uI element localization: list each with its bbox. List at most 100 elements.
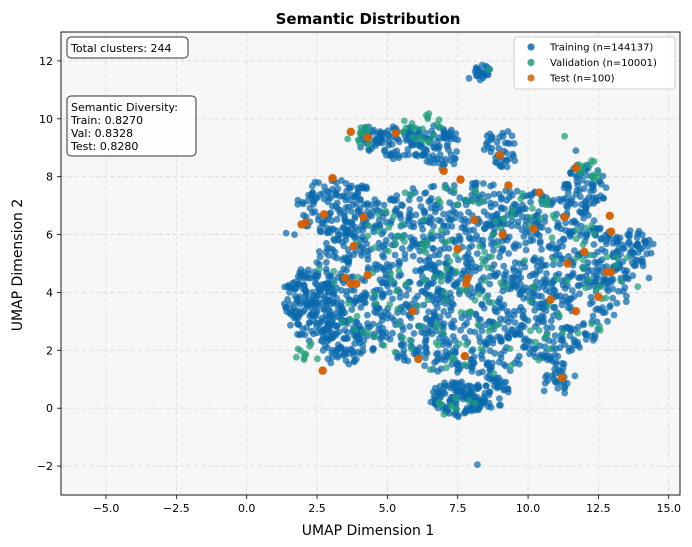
scatter-point <box>506 345 514 352</box>
scatter-point <box>367 201 375 209</box>
y-tick-label: −2 <box>37 460 53 473</box>
scatter-point <box>419 247 427 254</box>
scatter-point <box>564 182 572 189</box>
scatter-point <box>388 277 396 284</box>
scatter-point <box>546 345 554 353</box>
scatter-point <box>516 360 523 368</box>
scatter-point <box>369 345 377 353</box>
scatter-point <box>603 285 611 292</box>
scatter-point <box>469 235 477 243</box>
scatter-point <box>354 190 362 198</box>
scatter-point <box>561 383 569 391</box>
scatter-point <box>613 299 621 307</box>
scatter-point <box>295 314 302 322</box>
scatter-point <box>466 227 474 234</box>
scatter-point <box>544 227 552 234</box>
scatter-point <box>324 198 332 206</box>
scatter-point <box>424 325 432 332</box>
chart-title: Semantic Distribution <box>276 10 461 28</box>
scatter-point <box>401 250 409 258</box>
scatter-point <box>476 290 483 298</box>
scatter-point <box>524 287 531 295</box>
scatter-point <box>452 268 460 275</box>
semantic-diversity-line: Val: 0.8328 <box>71 127 133 140</box>
scatter-point <box>440 288 448 296</box>
scatter-point <box>363 133 372 142</box>
scatter-point <box>485 66 493 73</box>
scatter-point <box>482 294 490 302</box>
scatter-point <box>371 333 379 340</box>
scatter-point <box>510 140 518 147</box>
scatter-point <box>481 338 489 346</box>
scatter-point <box>419 125 426 133</box>
scatter-point <box>454 201 461 209</box>
scatter-point <box>609 276 617 283</box>
scatter-point <box>515 285 522 293</box>
scatter-point <box>446 216 454 224</box>
scatter-point <box>396 210 404 218</box>
scatter-point <box>313 259 321 266</box>
scatter-point <box>386 152 394 159</box>
scatter-point <box>378 293 386 301</box>
scatter-point <box>406 206 414 214</box>
scatter-point <box>364 232 372 240</box>
scatter-point <box>480 180 487 187</box>
scatter-point <box>328 225 336 233</box>
scatter-point <box>572 191 580 198</box>
data-points <box>280 61 657 468</box>
scatter-point <box>433 120 441 128</box>
scatter-point <box>587 251 595 259</box>
scatter-point <box>420 216 427 224</box>
scatter-point <box>318 366 327 375</box>
scatter-point <box>601 248 609 256</box>
scatter-point <box>289 308 296 316</box>
scatter-point <box>634 241 641 248</box>
scatter-point <box>603 240 610 248</box>
scatter-point <box>401 151 408 159</box>
scatter-point <box>488 144 496 152</box>
scatter-point <box>495 150 505 160</box>
scatter-point <box>572 235 580 243</box>
x-tick-label: 10.0 <box>516 502 541 515</box>
scatter-point <box>406 323 414 330</box>
scatter-point <box>580 185 588 193</box>
scatter-point <box>345 258 353 265</box>
scatter-point <box>548 234 556 242</box>
scatter-point <box>479 368 487 376</box>
scatter-point <box>458 378 465 386</box>
scatter-point <box>316 253 324 261</box>
scatter-point <box>365 222 373 230</box>
scatter-point <box>493 321 500 329</box>
scatter-point <box>559 195 567 203</box>
scatter-point <box>442 296 450 304</box>
scatter-point <box>473 71 480 79</box>
scatter-point <box>324 344 331 352</box>
scatter-point <box>526 298 534 305</box>
scatter-point <box>571 163 581 173</box>
scatter-point <box>450 187 458 195</box>
scatter-point <box>467 360 475 367</box>
scatter-point <box>451 386 459 394</box>
scatter-point <box>482 382 490 390</box>
scatter-point <box>487 404 495 411</box>
scatter-point <box>419 240 426 248</box>
scatter-point <box>506 367 514 375</box>
scatter-point <box>389 123 397 131</box>
scatter-point <box>507 361 515 369</box>
scatter-point <box>524 317 532 324</box>
scatter-point <box>331 237 339 245</box>
scatter-point <box>508 191 516 199</box>
scatter-point <box>294 345 302 353</box>
scatter-point <box>345 203 352 211</box>
scatter-point <box>494 241 502 249</box>
scatter-point <box>537 256 545 263</box>
scatter-point <box>386 301 394 308</box>
scatter-point <box>639 258 647 266</box>
scatter-point <box>517 274 525 282</box>
scatter-point <box>580 321 587 329</box>
scatter-point <box>463 196 470 204</box>
scatter-point <box>530 283 538 291</box>
scatter-point <box>374 227 382 235</box>
scatter-point <box>324 297 332 305</box>
scatter-point <box>335 344 343 352</box>
